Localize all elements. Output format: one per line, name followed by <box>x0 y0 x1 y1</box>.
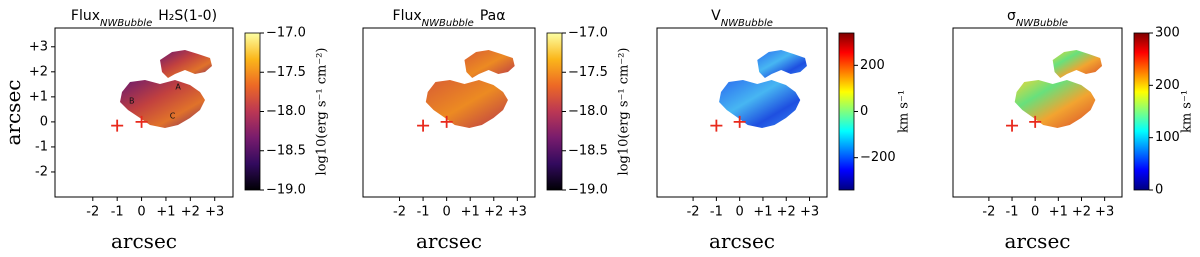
colorbar-label: log10(erg s⁻¹ cm⁻²) <box>315 48 330 176</box>
map-image <box>719 50 807 128</box>
panel-title: FluxNWBubble Paα <box>393 8 506 29</box>
x-tick-label: -1 <box>111 205 124 220</box>
y-tick-label: +3 <box>29 39 48 54</box>
x-tick-label: -2 <box>86 205 99 220</box>
y-tick-label: -2 <box>35 164 48 179</box>
x-tick-label: 0 <box>443 205 451 220</box>
x-tick-label: -1 <box>417 205 430 220</box>
title-part: NWBubble <box>1016 18 1068 29</box>
title-part: NWBubble <box>422 18 474 29</box>
colorbar-label: log10(erg s⁻¹ cm⁻²) <box>617 48 632 176</box>
x-tick-label: -2 <box>393 205 406 220</box>
x-tick-label: +3 <box>1095 205 1114 220</box>
x-axis-label: arcsec <box>1005 229 1071 253</box>
map-image <box>1014 50 1103 128</box>
panel-title: FluxNWBubble H₂S(1-0) <box>71 8 217 29</box>
title-part: σ <box>1007 8 1016 24</box>
axes-frame <box>362 27 536 198</box>
colorbar-tick-label: 200 <box>1155 78 1180 93</box>
colorbar <box>244 32 261 191</box>
colorbar-label: km s⁻¹ <box>897 90 912 133</box>
x-tick-label: +1 <box>461 205 480 220</box>
x-axis-label: arcsec <box>416 229 482 253</box>
cross-marker <box>733 115 746 128</box>
colorbar-tick-label: −19.0 <box>266 183 306 198</box>
emission-region <box>1014 50 1103 128</box>
cross-marker <box>1006 119 1019 132</box>
x-tick-label: +2 <box>1072 205 1091 220</box>
colorbar-tick-label: −17.5 <box>568 65 608 80</box>
colorbar-tick-label: −17.0 <box>266 26 306 41</box>
cross-marker <box>417 119 430 132</box>
y-tick-label: 0 <box>40 114 48 129</box>
x-tick-label: +1 <box>156 205 175 220</box>
map-image <box>120 50 212 128</box>
colorbar-tick-label: −18.0 <box>568 104 608 119</box>
y-axis-label: arcsec <box>1 80 25 146</box>
x-tick-label: 0 <box>1031 205 1039 220</box>
x-tick-label: +2 <box>777 205 796 220</box>
colorbar-tick-label: −19.0 <box>568 183 608 198</box>
emission-region <box>120 50 212 128</box>
axes-frame <box>656 27 828 198</box>
cross-marker <box>440 115 453 128</box>
x-tick-label: -2 <box>687 205 700 220</box>
map-image <box>425 50 515 128</box>
x-tick-label: +1 <box>1049 205 1068 220</box>
y-tick-label: +1 <box>29 89 48 104</box>
x-tick-label: 0 <box>736 205 744 220</box>
title-part: Flux <box>71 8 100 24</box>
colorbar-tick-label: 200 <box>860 58 885 73</box>
title-part: NWBubble <box>721 18 773 29</box>
panel-title: σNWBubble <box>1007 8 1068 29</box>
emission-region <box>719 50 807 128</box>
colorbar-tick-label: −18.5 <box>266 143 306 158</box>
cross-marker <box>135 115 148 128</box>
x-tick-label: +3 <box>800 205 819 220</box>
colorbar-tick-label: 100 <box>1155 130 1180 145</box>
x-tick-label: +3 <box>508 205 527 220</box>
axes-frame <box>54 27 234 198</box>
colorbar-tick-label: −17.0 <box>568 26 608 41</box>
colorbar-tick-label: −18.5 <box>568 143 608 158</box>
colorbar <box>1133 32 1150 191</box>
cross-marker <box>111 119 124 132</box>
title-part: H₂S(1-0) <box>158 8 217 24</box>
region-label: C <box>170 111 176 120</box>
title-part: Flux <box>393 8 422 24</box>
title-part: NWBubble <box>100 18 152 29</box>
y-tick-label: +2 <box>29 64 48 79</box>
cross-marker <box>710 119 723 132</box>
cross-marker <box>1029 115 1042 128</box>
title-part: Paα <box>480 8 506 24</box>
x-tick-label: 0 <box>137 205 145 220</box>
colorbar <box>838 32 855 191</box>
x-axis-label: arcsec <box>111 229 177 253</box>
x-tick-label: +2 <box>484 205 503 220</box>
region-label: B <box>129 96 135 105</box>
x-tick-label: -2 <box>982 205 995 220</box>
colorbar-tick-label: −17.5 <box>266 65 306 80</box>
x-tick-label: +3 <box>205 205 224 220</box>
colorbar-tick-label: −200 <box>860 150 896 165</box>
x-axis-label: arcsec <box>709 229 775 253</box>
region-label: A <box>175 82 181 91</box>
emission-region <box>425 50 515 128</box>
colorbar-tick-label: 300 <box>1155 26 1180 41</box>
panel-title: VNWBubble <box>711 8 773 29</box>
colorbar-tick-label: 0 <box>860 104 868 119</box>
colorbar-tick-label: −18.0 <box>266 104 306 119</box>
axes-frame <box>952 27 1123 198</box>
x-tick-label: -1 <box>1006 205 1019 220</box>
title-part: V <box>711 8 721 24</box>
colorbar-tick-label: 0 <box>1155 183 1163 198</box>
y-tick-label: -1 <box>35 139 48 154</box>
x-tick-label: +2 <box>181 205 200 220</box>
x-tick-label: +1 <box>753 205 772 220</box>
colorbar-label: km s⁻¹ <box>1180 90 1195 133</box>
x-tick-label: -1 <box>710 205 723 220</box>
colorbar <box>546 32 563 191</box>
